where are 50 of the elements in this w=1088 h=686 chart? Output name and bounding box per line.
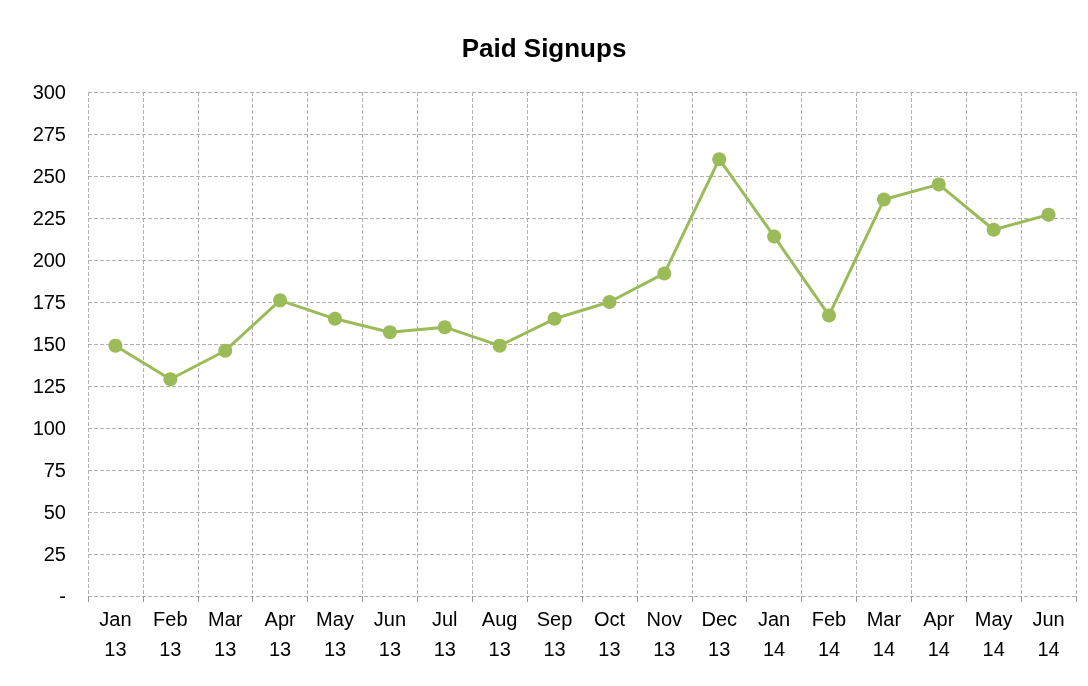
y-tick-label: 200 — [32, 249, 66, 271]
y-tick-label: 100 — [32, 417, 66, 439]
point — [437, 320, 452, 335]
point — [602, 295, 617, 309]
point — [931, 177, 946, 192]
x-tick-label: May 14 — [974, 608, 1013, 660]
x-tick-label: Nov 13 — [646, 608, 683, 660]
x-tick-label: Aug 13 — [481, 608, 518, 660]
x-tick-label: Jun 13 — [373, 608, 407, 660]
x-tick-label: Feb 14 — [811, 608, 847, 660]
y-tick-label: 275 — [32, 123, 66, 145]
x-tick-label: Apr 14 — [923, 608, 955, 660]
point — [108, 338, 123, 353]
y-tick-label: - — [59, 585, 66, 607]
point — [876, 192, 891, 207]
point — [657, 266, 672, 281]
point — [767, 229, 782, 244]
point — [986, 222, 1001, 237]
y-tick-label: 225 — [32, 207, 66, 229]
x-tick-label: Jun 14 — [1032, 608, 1065, 660]
x-tick-label: Apr 13 — [264, 608, 297, 660]
x-tick-label: May 13 — [316, 608, 354, 660]
point — [382, 325, 397, 340]
x-tick-label: Oct 13 — [593, 608, 626, 660]
x-tick-label: Jan 14 — [757, 608, 791, 660]
x-tick-label: Jan 13 — [99, 608, 132, 660]
point — [822, 308, 836, 323]
y-tick-label: 25 — [43, 543, 66, 565]
y-tick-label: 250 — [32, 165, 66, 187]
y-tick-label: 125 — [32, 375, 66, 397]
y-tick-label: 300 — [32, 81, 66, 103]
point — [163, 372, 178, 387]
x-tick-label: Mar 14 — [866, 608, 902, 660]
x-tick-label: Dec 13 — [701, 608, 738, 660]
x-tick-label: Sep 13 — [536, 608, 573, 660]
point — [273, 293, 288, 308]
y-tick-label: 75 — [43, 459, 66, 481]
point — [328, 311, 342, 326]
x-tick-label: Mar 13 — [208, 608, 243, 660]
chart-title: Paid Signups — [461, 33, 627, 63]
y-tick-label: 150 — [32, 333, 66, 355]
y-tick-label: 175 — [32, 291, 66, 313]
point — [712, 152, 727, 167]
point — [492, 338, 507, 353]
y-tick-label: 50 — [43, 501, 66, 523]
x-tick-label: Jul 13 — [431, 608, 458, 660]
point — [218, 343, 233, 358]
point — [547, 311, 562, 326]
x-tick-label: Feb 13 — [153, 608, 188, 660]
point — [1041, 207, 1056, 222]
